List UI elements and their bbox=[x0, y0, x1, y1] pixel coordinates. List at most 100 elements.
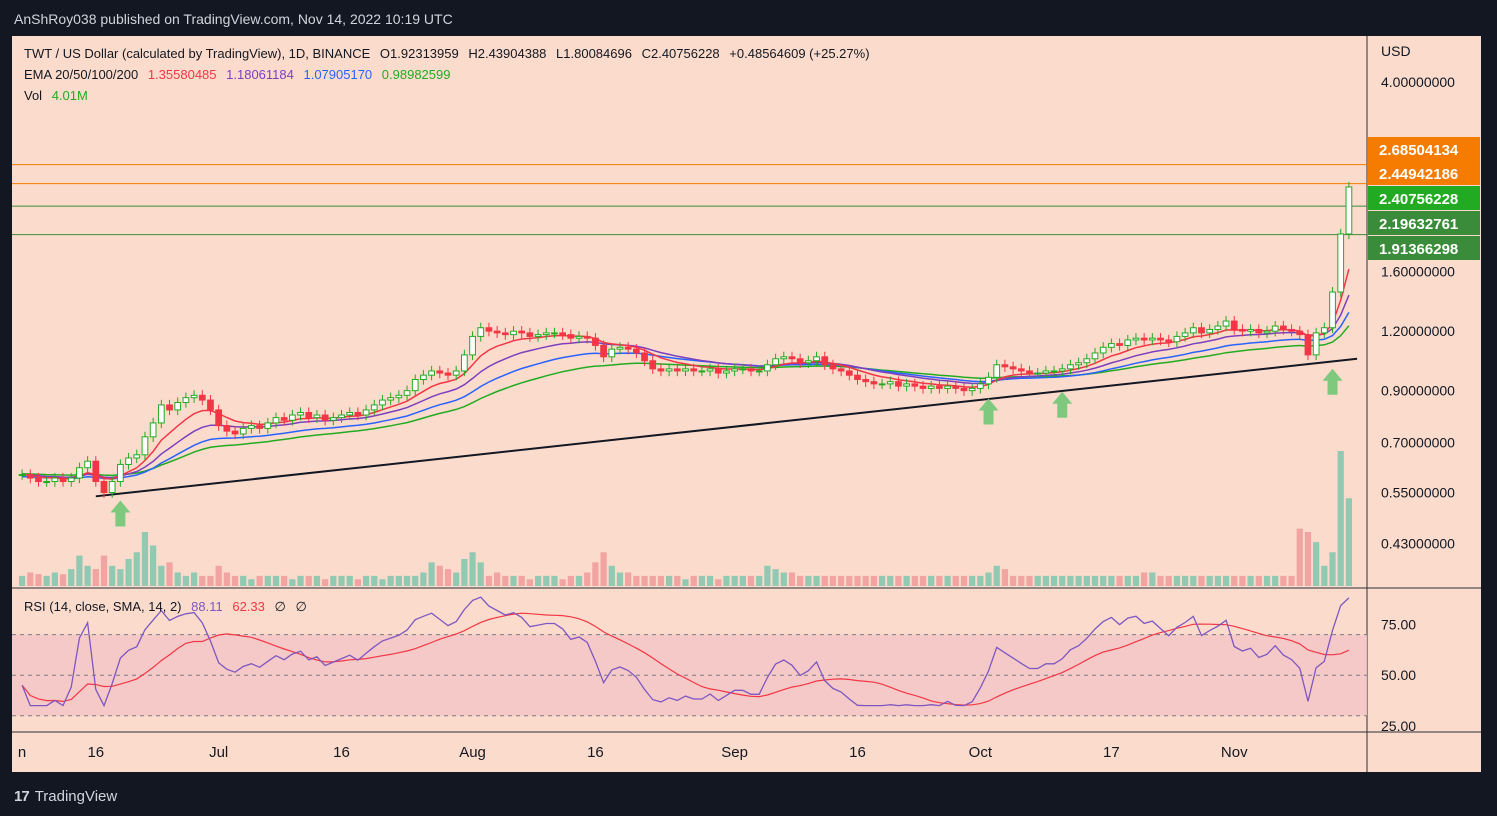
ema100-value: 1.07905170 bbox=[303, 67, 373, 82]
ema200-value: 0.98982599 bbox=[381, 67, 451, 82]
vol-label: Vol bbox=[24, 88, 43, 103]
candle-body bbox=[870, 381, 878, 385]
ema200-line bbox=[22, 325, 1350, 477]
volume-bar bbox=[1337, 451, 1344, 586]
volume-bar bbox=[1173, 575, 1181, 586]
volume-bar bbox=[1214, 575, 1221, 586]
candle-body bbox=[690, 368, 698, 372]
volume-bar bbox=[1206, 575, 1213, 586]
candle-body bbox=[657, 368, 665, 372]
volume-bar bbox=[248, 579, 255, 586]
volume-bar bbox=[985, 572, 992, 586]
volume-bar bbox=[764, 565, 771, 586]
volume-bar bbox=[494, 572, 501, 586]
candle-body bbox=[837, 368, 845, 372]
candle-body bbox=[1165, 339, 1173, 343]
candle-body bbox=[420, 374, 427, 380]
price-label-text: 2.19632761 bbox=[1379, 216, 1458, 233]
volume-bar bbox=[559, 579, 566, 586]
candle-body bbox=[919, 385, 927, 389]
volume-bar bbox=[289, 579, 296, 586]
volume-bar bbox=[84, 565, 91, 586]
volume-bar bbox=[625, 572, 632, 586]
candle-body bbox=[526, 332, 534, 337]
candle-body bbox=[387, 397, 395, 401]
ohlc-low: L1.80084696 bbox=[556, 46, 632, 61]
volume-legend: Vol 4.01M bbox=[24, 88, 94, 103]
candle-body bbox=[1148, 337, 1156, 341]
candle-body bbox=[723, 370, 730, 374]
volume-bar bbox=[944, 575, 951, 586]
chart-frame[interactable]: USD 4.00000000 1.60000000 1.20000000 0.90000… bbox=[12, 36, 1481, 772]
ema50-line bbox=[22, 294, 1350, 479]
candle-body bbox=[649, 360, 657, 370]
volume-bar bbox=[928, 575, 935, 586]
volume-bar bbox=[657, 575, 665, 586]
up-arrow-icon bbox=[110, 500, 131, 527]
candle-body bbox=[395, 394, 403, 399]
candle-body bbox=[747, 368, 755, 372]
time-tick-label: Aug bbox=[459, 744, 486, 761]
volume-bar bbox=[805, 575, 812, 586]
ohlc-open: O1.92313959 bbox=[379, 46, 459, 61]
volume-bar bbox=[354, 579, 362, 586]
volume-bar bbox=[436, 565, 443, 586]
candle-body bbox=[67, 477, 75, 483]
volume-bar bbox=[911, 575, 918, 586]
volume-bar bbox=[395, 575, 402, 586]
volume-bar bbox=[674, 575, 681, 586]
volume-bar bbox=[1255, 575, 1262, 586]
symbol-legend: TWT / US Dollar (calculated by TradingVi… bbox=[24, 46, 876, 61]
candle-body bbox=[92, 460, 100, 483]
candle-body bbox=[428, 370, 435, 376]
ema20-value: 1.35580485 bbox=[147, 67, 217, 82]
volume-bar bbox=[608, 565, 615, 586]
volume-bar bbox=[756, 575, 763, 586]
volume-bar bbox=[977, 575, 984, 586]
chart-svg[interactable]: USD 4.00000000 1.60000000 1.20000000 0.90000… bbox=[12, 36, 1481, 772]
volume-bar bbox=[199, 575, 206, 586]
candle-body bbox=[829, 364, 837, 370]
candle-body bbox=[264, 422, 272, 429]
tradingview-brand: TradingView bbox=[34, 788, 118, 805]
rsi-value: 88.11 bbox=[191, 599, 223, 614]
publisher-line: AnShRoy038 published on TradingView.com,… bbox=[14, 11, 453, 27]
volume-bar bbox=[649, 575, 656, 586]
volume-bar bbox=[1091, 575, 1099, 586]
volume-bar bbox=[969, 575, 976, 586]
candle-body bbox=[280, 417, 288, 421]
volume-bar bbox=[272, 575, 280, 586]
volume-bar bbox=[190, 572, 198, 586]
candle-body bbox=[772, 358, 779, 366]
volume-bar bbox=[895, 575, 902, 586]
candle-body bbox=[1263, 330, 1271, 334]
volume-bar bbox=[27, 572, 34, 586]
volume-bar bbox=[141, 532, 149, 586]
candle-body bbox=[43, 481, 51, 484]
candle-body bbox=[1034, 372, 1042, 375]
candle-body bbox=[1132, 337, 1140, 341]
volume-bar bbox=[1288, 575, 1295, 586]
candle-body bbox=[1320, 327, 1328, 334]
candle-body bbox=[976, 383, 984, 389]
candle-body bbox=[739, 368, 747, 371]
candle-body bbox=[289, 414, 296, 421]
candle-body bbox=[1173, 335, 1181, 343]
volume-bar bbox=[616, 572, 624, 586]
candle-body bbox=[878, 383, 886, 386]
volume-bar bbox=[158, 565, 165, 586]
volume-bar bbox=[1001, 569, 1009, 586]
candle-body bbox=[968, 387, 976, 392]
volume-bar bbox=[846, 575, 853, 586]
volume-bar bbox=[690, 575, 697, 586]
candle-body bbox=[469, 335, 476, 356]
candle-body bbox=[272, 417, 280, 424]
volume-bar bbox=[633, 575, 640, 586]
volume-bar bbox=[1067, 575, 1074, 586]
volume-bar bbox=[1313, 542, 1320, 586]
candle-body bbox=[952, 385, 960, 389]
candle-body bbox=[1255, 328, 1263, 334]
candle-body bbox=[1075, 362, 1082, 366]
candle-body bbox=[534, 334, 542, 337]
candle-body bbox=[256, 425, 263, 429]
